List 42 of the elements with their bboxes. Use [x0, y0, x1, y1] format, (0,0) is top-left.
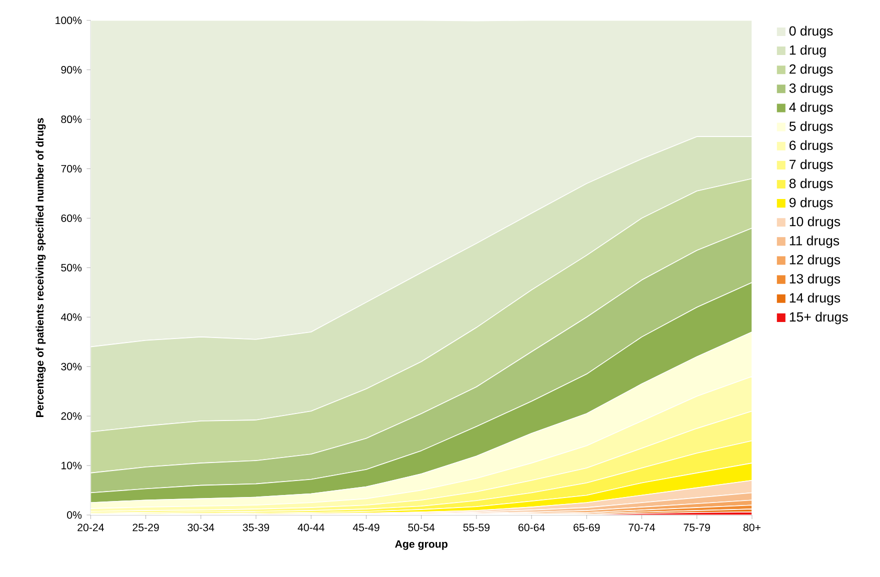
- y-tick-label: 10%: [62, 462, 82, 470]
- legend-label: 9 drugs: [790, 197, 833, 210]
- x-tick-label: 40-44: [298, 524, 324, 532]
- x-tick-label: 45-49: [352, 524, 380, 532]
- legend-label: 4 drugs: [789, 102, 833, 115]
- y-axis-title: Percentage of patients receiving specified number of drugs: [36, 118, 46, 417]
- y-tick-label: 0%: [67, 511, 82, 519]
- legend-label: 8 drugs: [789, 178, 833, 191]
- x-tick-label: 50-54: [408, 524, 435, 532]
- legend-label: 7 drugs: [790, 159, 833, 172]
- x-tick-label: 80+: [743, 524, 760, 532]
- x-tick-label: 70-74: [628, 524, 656, 532]
- legend-label: 2 drugs: [790, 64, 833, 76]
- legend-label: 0 drugs: [789, 26, 833, 38]
- y-tick-label: 90%: [61, 66, 82, 74]
- x-tick-label: 20-24: [78, 524, 104, 532]
- legend-label: 5 drugs: [789, 121, 833, 134]
- legend-label: 14 drugs: [790, 292, 840, 306]
- legend-label: 12 drugs: [790, 254, 840, 268]
- y-tick-label: 40%: [60, 313, 82, 321]
- y-tick-label: 70%: [61, 164, 82, 172]
- legend-label: 11 drugs: [790, 236, 840, 248]
- x-tick-label: 55-59: [463, 524, 490, 532]
- y-tick-label: 20%: [61, 412, 82, 420]
- y-tick-label: 30%: [61, 362, 82, 370]
- legend-label: 15+ drugs: [790, 312, 848, 324]
- x-tick-label: 60-64: [518, 524, 545, 532]
- legend-label: 3 drugs: [789, 83, 833, 96]
- x-axis-title: Age group: [395, 540, 448, 550]
- y-tick-label: 60%: [61, 214, 82, 222]
- x-tick-label: 30-34: [188, 524, 214, 532]
- x-tick-label: 65-69: [574, 524, 600, 532]
- legend-label: 6 drugs: [790, 140, 833, 153]
- x-tick-label: 25-29: [132, 524, 159, 532]
- y-tick-label: 80%: [61, 116, 82, 124]
- y-tick-label: 50%: [61, 264, 82, 272]
- x-tick-label: 35-39: [242, 524, 270, 532]
- legend-label: 10 drugs: [790, 216, 840, 229]
- legend-label: 13 drugs: [790, 274, 840, 286]
- legend-label: 1 drug: [790, 44, 826, 58]
- y-tick-label: 100%: [56, 16, 82, 24]
- x-tick-label: 75-79: [684, 524, 710, 532]
